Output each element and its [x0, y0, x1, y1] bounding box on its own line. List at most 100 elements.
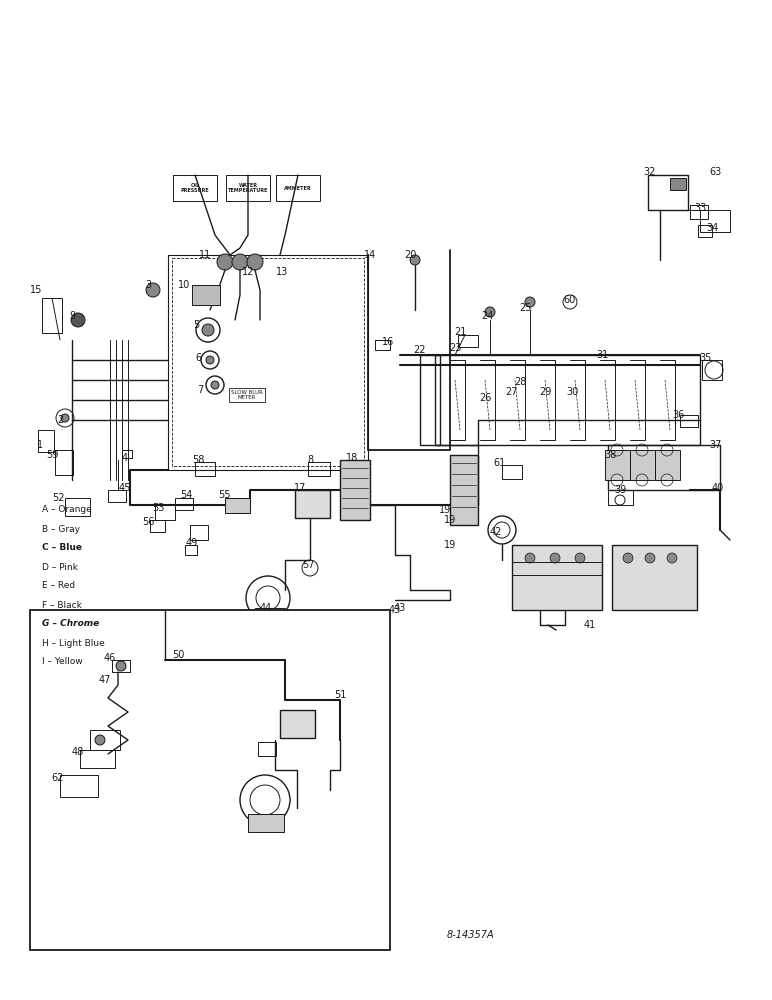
Text: 26: 26 — [479, 393, 491, 403]
Text: 29: 29 — [539, 387, 551, 397]
Text: 35: 35 — [699, 353, 711, 363]
Text: 10: 10 — [178, 280, 190, 290]
Bar — [168, 255, 368, 470]
Text: 7: 7 — [197, 385, 203, 395]
Text: 36: 36 — [672, 410, 684, 420]
Text: 48: 48 — [72, 747, 84, 757]
Text: 9: 9 — [69, 311, 75, 321]
Bar — [375, 340, 390, 350]
Text: E – Red: E – Red — [42, 582, 75, 590]
Bar — [155, 505, 175, 520]
Circle shape — [485, 307, 495, 317]
Bar — [192, 285, 220, 305]
Text: 59: 59 — [46, 450, 58, 460]
Text: 5: 5 — [193, 320, 199, 330]
Circle shape — [525, 297, 535, 307]
Circle shape — [247, 254, 263, 270]
Bar — [38, 430, 54, 452]
Circle shape — [146, 283, 160, 297]
Bar — [450, 455, 478, 525]
Text: 17: 17 — [294, 483, 306, 493]
Circle shape — [575, 553, 585, 563]
Text: 32: 32 — [644, 167, 656, 177]
Text: 40: 40 — [712, 483, 724, 493]
Text: 49: 49 — [186, 538, 198, 548]
Circle shape — [202, 324, 214, 336]
Text: B – Gray: B – Gray — [42, 524, 80, 534]
Bar — [612, 545, 697, 610]
Text: 2: 2 — [57, 415, 63, 425]
Text: 39: 39 — [614, 485, 626, 495]
Text: 43: 43 — [389, 605, 401, 615]
Bar — [42, 298, 62, 333]
Bar — [190, 525, 208, 540]
Bar — [280, 710, 315, 738]
Bar — [226, 175, 270, 201]
Bar — [185, 545, 197, 555]
Bar — [172, 258, 364, 466]
Text: 15: 15 — [30, 285, 42, 295]
Text: 62: 62 — [52, 773, 64, 783]
Text: D – Pink: D – Pink — [42, 562, 78, 572]
Text: 28: 28 — [514, 377, 527, 387]
Text: 21: 21 — [454, 327, 466, 337]
Text: 4: 4 — [122, 453, 128, 463]
Circle shape — [525, 553, 535, 563]
Text: 53: 53 — [152, 503, 164, 513]
Text: 41: 41 — [584, 620, 596, 630]
Text: 58: 58 — [191, 455, 204, 465]
Text: 52: 52 — [52, 493, 64, 503]
Text: C – Blue: C – Blue — [42, 544, 82, 552]
Text: 50: 50 — [172, 650, 185, 660]
Bar — [608, 490, 633, 505]
Bar — [60, 775, 98, 797]
Circle shape — [623, 553, 633, 563]
Bar — [112, 660, 130, 672]
Circle shape — [217, 254, 233, 270]
Bar — [655, 450, 680, 480]
Text: 33: 33 — [694, 203, 706, 213]
Bar — [340, 460, 370, 520]
Text: 6: 6 — [195, 353, 201, 363]
Text: 20: 20 — [404, 250, 416, 260]
Text: 22: 22 — [414, 345, 426, 355]
Circle shape — [206, 356, 214, 364]
Text: G – Chrome: G – Chrome — [42, 619, 100, 629]
Text: 61: 61 — [494, 458, 506, 468]
Text: WATER
TEMPERATURE: WATER TEMPERATURE — [228, 183, 268, 193]
Bar — [150, 520, 165, 532]
Bar — [276, 175, 320, 201]
Circle shape — [211, 381, 219, 389]
Bar — [65, 498, 90, 516]
Text: 34: 34 — [706, 223, 718, 233]
Text: 54: 54 — [180, 490, 192, 500]
Circle shape — [61, 414, 69, 422]
Bar — [258, 742, 276, 756]
Text: 19: 19 — [444, 540, 456, 550]
Text: 23: 23 — [449, 343, 461, 353]
Text: SLOW BLUR
METER: SLOW BLUR METER — [231, 390, 263, 400]
Text: 14: 14 — [364, 250, 376, 260]
Text: 60: 60 — [564, 295, 576, 305]
Circle shape — [95, 735, 105, 745]
Text: 11: 11 — [199, 250, 211, 260]
Text: 24: 24 — [481, 311, 493, 321]
Text: 56: 56 — [142, 517, 154, 527]
Bar — [175, 498, 193, 510]
Bar — [255, 608, 285, 623]
Text: 42: 42 — [489, 527, 503, 537]
Circle shape — [667, 553, 677, 563]
Text: 16: 16 — [382, 337, 394, 347]
Bar — [108, 490, 126, 502]
Bar — [173, 175, 217, 201]
Bar — [458, 335, 478, 347]
Circle shape — [550, 553, 560, 563]
Circle shape — [116, 661, 126, 671]
Circle shape — [645, 553, 655, 563]
Bar — [225, 498, 250, 513]
Text: 18: 18 — [346, 453, 358, 463]
Text: 13: 13 — [276, 267, 288, 277]
Text: 12: 12 — [242, 267, 254, 277]
Text: 46: 46 — [104, 653, 116, 663]
Bar — [702, 360, 722, 380]
